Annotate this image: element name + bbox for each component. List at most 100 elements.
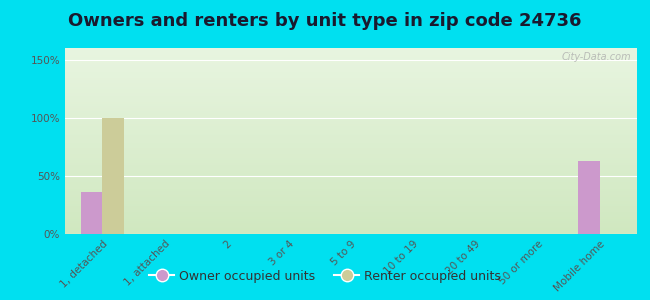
Bar	[65, 134, 637, 135]
Bar	[65, 83, 637, 85]
Bar	[65, 96, 637, 98]
Bar	[65, 132, 637, 134]
Bar	[65, 122, 637, 124]
Bar	[65, 137, 637, 139]
Bar	[65, 113, 637, 115]
Bar	[65, 154, 637, 156]
Bar	[65, 52, 637, 54]
Bar	[65, 150, 637, 152]
Bar	[65, 56, 637, 57]
Bar	[65, 223, 637, 225]
Bar	[65, 212, 637, 214]
Bar	[65, 61, 637, 63]
Bar	[65, 91, 637, 93]
Bar	[65, 85, 637, 87]
Bar	[65, 57, 637, 59]
Bar	[578, 161, 600, 234]
Bar	[65, 182, 637, 184]
Text: Owners and renters by unit type in zip code 24736: Owners and renters by unit type in zip c…	[68, 12, 582, 30]
Bar	[65, 202, 637, 204]
Bar	[65, 102, 637, 104]
Bar	[65, 126, 637, 128]
Bar	[65, 210, 637, 212]
Bar	[65, 184, 637, 186]
Bar	[65, 48, 637, 50]
Bar	[65, 189, 637, 191]
Bar	[65, 50, 637, 52]
Bar	[65, 145, 637, 147]
Bar	[102, 118, 124, 234]
Bar	[65, 215, 637, 217]
Bar	[65, 232, 637, 234]
Bar	[65, 98, 637, 100]
Bar	[65, 141, 637, 143]
Bar	[65, 59, 637, 61]
Bar	[65, 70, 637, 72]
Bar	[65, 165, 637, 167]
Bar	[65, 214, 637, 215]
Bar	[65, 148, 637, 150]
Bar	[65, 208, 637, 210]
Bar	[65, 226, 637, 228]
Bar	[65, 82, 637, 83]
Bar	[65, 87, 637, 89]
Bar	[65, 119, 637, 121]
Bar	[65, 80, 637, 82]
Bar	[65, 169, 637, 171]
Bar	[65, 175, 637, 176]
Bar	[65, 171, 637, 172]
Bar	[65, 147, 637, 148]
Bar	[65, 124, 637, 126]
Bar	[65, 107, 637, 110]
Bar	[65, 74, 637, 76]
Text: City-Data.com: City-Data.com	[562, 52, 631, 62]
Bar	[65, 188, 637, 189]
Bar	[65, 68, 637, 70]
Bar	[65, 67, 637, 68]
Bar	[65, 135, 637, 137]
Bar	[65, 193, 637, 195]
Bar	[65, 63, 637, 65]
Bar	[65, 219, 637, 221]
Bar	[65, 93, 637, 94]
Bar	[65, 54, 637, 56]
Bar	[65, 178, 637, 180]
Bar	[65, 130, 637, 132]
Bar	[65, 106, 637, 107]
Bar	[65, 78, 637, 80]
Bar	[65, 100, 637, 102]
Bar	[65, 128, 637, 130]
Bar	[65, 65, 637, 67]
Bar	[65, 221, 637, 223]
Bar	[65, 111, 637, 113]
Bar	[65, 158, 637, 160]
Bar	[65, 117, 637, 119]
Bar	[65, 115, 637, 117]
Bar	[65, 161, 637, 163]
Bar	[65, 139, 637, 141]
Bar	[65, 197, 637, 199]
Bar	[65, 72, 637, 74]
Bar	[65, 163, 637, 165]
Bar	[65, 160, 637, 161]
Bar	[65, 206, 637, 208]
Bar	[65, 172, 637, 175]
Bar	[65, 180, 637, 182]
Bar	[65, 230, 637, 232]
Bar	[65, 167, 637, 169]
Bar	[65, 104, 637, 106]
Bar	[65, 225, 637, 226]
Legend: Owner occupied units, Renter occupied units: Owner occupied units, Renter occupied un…	[144, 265, 506, 288]
Bar	[65, 156, 637, 158]
Bar	[65, 143, 637, 145]
Bar	[65, 191, 637, 193]
Bar	[81, 192, 102, 234]
Bar	[65, 186, 637, 188]
Bar	[65, 199, 637, 200]
Bar	[65, 228, 637, 230]
Bar	[65, 94, 637, 96]
Bar	[65, 200, 637, 202]
Bar	[65, 217, 637, 219]
Bar	[65, 76, 637, 78]
Bar	[65, 152, 637, 154]
